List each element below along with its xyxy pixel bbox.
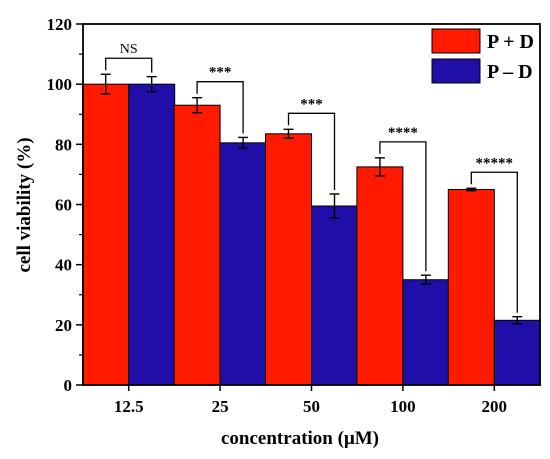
bar-p-minus-d-200: [493, 319, 541, 386]
significance-label: ***: [300, 96, 323, 112]
y-tick-label: 0: [64, 376, 73, 395]
y-tick-label: 100: [47, 75, 73, 94]
bar-p-minus-d-25: [219, 142, 267, 386]
legend: P + D P – D: [431, 28, 534, 84]
y-tick-label: 60: [55, 196, 72, 215]
x-tick-label: 200: [482, 397, 508, 416]
bar-p-plus-d-200: [447, 188, 495, 386]
x-tick-label: 12.5: [114, 397, 144, 416]
x-tick-label: 50: [303, 397, 320, 416]
significance-bracket: [379, 141, 427, 272]
x-tick-label: 25: [212, 397, 229, 416]
x-tick-label: 100: [390, 397, 416, 416]
significance-label: ***: [209, 65, 232, 81]
bar-p-minus-d-50: [311, 205, 358, 386]
significance-bracket: [470, 171, 518, 313]
significance-label: NS: [120, 42, 138, 57]
significance-label: *****: [476, 155, 514, 171]
y-axis-title: cell viability (%): [14, 137, 35, 272]
bar-p-plus-d-25: [173, 104, 221, 386]
bar-p-plus-d-50: [265, 133, 312, 386]
axes: cell viability (%) concentration (μM) 12…: [14, 15, 541, 449]
y-tick-label: 40: [55, 256, 72, 275]
bar-p-minus-d-12.5: [128, 83, 176, 386]
legend-label-p-plus-d: P + D: [487, 31, 534, 53]
y-tick-label: 120: [47, 15, 73, 34]
legend-label-p-minus-d: P – D: [487, 61, 533, 83]
significance-bracket: [105, 57, 153, 73]
bar-p-plus-d-12.5: [82, 83, 130, 386]
significance-label: ****: [388, 125, 418, 141]
y-tick-label: 80: [55, 135, 72, 154]
bar-p-minus-d-100: [402, 279, 450, 386]
legend-swatch-p-minus-d: [431, 58, 481, 84]
legend-swatch-p-plus-d: [431, 28, 481, 54]
x-axis-title: concentration (μM): [221, 428, 379, 449]
plot-area: NS***************: [82, 42, 541, 386]
bar-p-plus-d-100: [356, 166, 404, 386]
significance-bracket: [287, 112, 336, 190]
y-tick-label: 20: [55, 316, 72, 335]
significance-bracket: [196, 81, 244, 134]
